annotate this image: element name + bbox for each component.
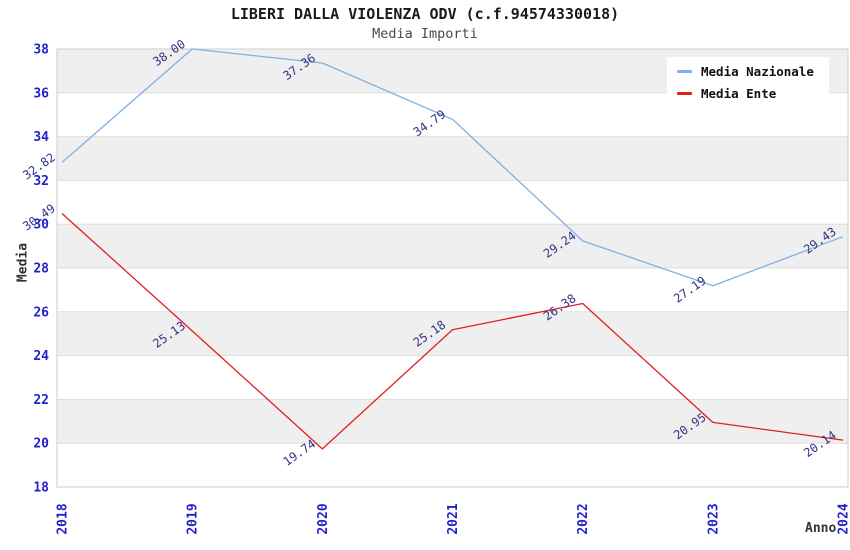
series-line-media-ente xyxy=(61,212,844,450)
legend-item-media-nazionale: Media Nazionale xyxy=(677,64,817,79)
x-axis-tick-label: 2022 xyxy=(576,503,591,534)
plot-band xyxy=(57,311,848,356)
x-axis-tick-label: 2018 xyxy=(56,503,71,534)
legend-swatch-media-ente-icon xyxy=(677,92,692,95)
y-axis-tick-label: 28 xyxy=(33,262,49,277)
x-axis-title: Anno xyxy=(805,521,837,536)
x-axis-tick-label: 2023 xyxy=(706,503,721,534)
x-axis-tick-label: 2021 xyxy=(446,503,461,534)
plot-border xyxy=(56,48,849,488)
legend-label-media-nazionale: Media Nazionale xyxy=(701,64,814,79)
y-axis-title: Media xyxy=(15,242,31,283)
x-axis-tick-label: 2019 xyxy=(186,503,201,534)
y-axis-tick-label: 32 xyxy=(33,174,49,189)
series-line-media-nazionale xyxy=(61,48,844,287)
x-axis-tick-label: 2024 xyxy=(837,503,850,534)
y-axis-tick-label: 36 xyxy=(33,86,49,101)
plot-band xyxy=(57,224,848,268)
legend-item-media-ente: Media Ente xyxy=(677,86,817,101)
y-axis-tick-label: 26 xyxy=(33,305,49,320)
y-axis-tick-label: 34 xyxy=(33,130,49,145)
x-axis-tick-label: 2020 xyxy=(316,503,331,534)
plot-band xyxy=(57,136,848,181)
point-label: 34.79 xyxy=(411,107,449,139)
chart-title: LIBERI DALLA VIOLENZA ODV (c.f.945743300… xyxy=(230,5,620,23)
legend: Media Nazionale Media Ente xyxy=(667,57,829,109)
y-axis-tick-label: 38 xyxy=(33,43,49,58)
y-axis-tick-label: 18 xyxy=(33,481,49,496)
y-axis-tick-label: 20 xyxy=(33,437,49,452)
plot-band xyxy=(57,399,848,444)
y-axis-tick-label: 30 xyxy=(33,218,49,233)
legend-label-media-ente: Media Ente xyxy=(701,86,777,101)
chart-subtitle: Media Importi xyxy=(372,26,478,42)
y-axis-tick-label: 22 xyxy=(33,393,49,408)
legend-swatch-media-nazionale-icon xyxy=(677,70,692,73)
y-axis-tick-label: 24 xyxy=(33,349,49,364)
